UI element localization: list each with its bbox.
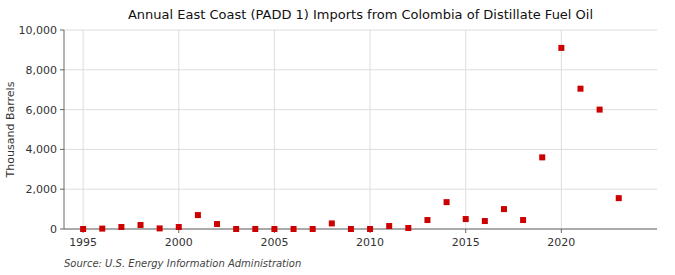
y-grid-line	[64, 229, 657, 230]
point	[539, 154, 545, 160]
point	[424, 217, 430, 223]
point	[233, 226, 239, 232]
point	[482, 218, 488, 224]
point	[444, 199, 450, 205]
point	[577, 86, 583, 92]
source-annotation: Source: U.S. Energy Information Administ…	[64, 258, 301, 269]
y-tick	[60, 109, 64, 110]
y-tick	[60, 229, 64, 230]
y-tick-label: 6,000	[26, 104, 58, 117]
point	[291, 226, 297, 232]
point	[501, 206, 507, 212]
x-tick-label: 2000	[165, 236, 193, 249]
point	[405, 225, 411, 231]
y-grid-line	[64, 149, 657, 150]
y-tick-label: 0	[50, 223, 57, 236]
point	[463, 216, 469, 222]
point	[348, 226, 354, 232]
point	[118, 224, 124, 230]
point	[214, 221, 220, 227]
grid	[64, 30, 657, 229]
point	[597, 107, 603, 113]
x-grid-line	[370, 30, 371, 229]
point	[558, 45, 564, 51]
x-tick-label: 2015	[452, 236, 480, 249]
x-tick-label: 1995	[69, 236, 97, 249]
point	[157, 225, 163, 231]
x-tick	[465, 229, 466, 233]
y-tick-label: 8,000	[26, 64, 58, 77]
y-grid-line	[64, 189, 657, 190]
x-grid-line	[178, 30, 179, 229]
point	[99, 226, 105, 232]
x-tick-label: 2005	[260, 236, 288, 249]
point	[310, 226, 316, 232]
y-tick	[60, 149, 64, 150]
point	[329, 220, 335, 226]
point	[386, 223, 392, 229]
y-tick-label: 4,000	[26, 143, 58, 156]
x-grid-line	[83, 30, 84, 229]
x-tick	[561, 229, 562, 233]
x-grid-line	[561, 30, 562, 229]
point	[616, 195, 622, 201]
axes: 0 2,000 4,000 6,000 8,000 10,000 1995 2000 2005 2…	[19, 24, 658, 249]
x-tick-label: 2020	[547, 236, 575, 249]
point	[138, 222, 144, 228]
points	[80, 45, 622, 232]
y-axis-line	[64, 30, 65, 229]
point	[176, 224, 182, 230]
x-grid-line	[465, 30, 466, 229]
point	[367, 226, 373, 232]
y-axis-label: Thousand Barrels	[4, 81, 17, 178]
x-tick-label: 2010	[356, 236, 384, 249]
y-tick	[60, 69, 64, 70]
y-grid-line	[64, 109, 657, 110]
point	[252, 226, 258, 232]
point	[80, 226, 86, 232]
y-tick-label: 2,000	[26, 183, 58, 196]
x-grid-line	[274, 30, 275, 229]
point	[520, 217, 526, 223]
title: Annual East Coast (PADD 1) Imports from …	[128, 7, 593, 22]
y-grid-line	[64, 30, 657, 31]
point	[195, 212, 201, 218]
y-grid-line	[64, 69, 657, 70]
y-tick-label: 10,000	[19, 24, 58, 37]
y-tick	[60, 30, 64, 31]
chart: 0 2,000 4,000 6,000 8,000 10,000 1995 2000 2005 2…	[0, 0, 675, 275]
y-tick	[60, 189, 64, 190]
point	[271, 226, 277, 232]
x-axis-line	[64, 229, 657, 230]
